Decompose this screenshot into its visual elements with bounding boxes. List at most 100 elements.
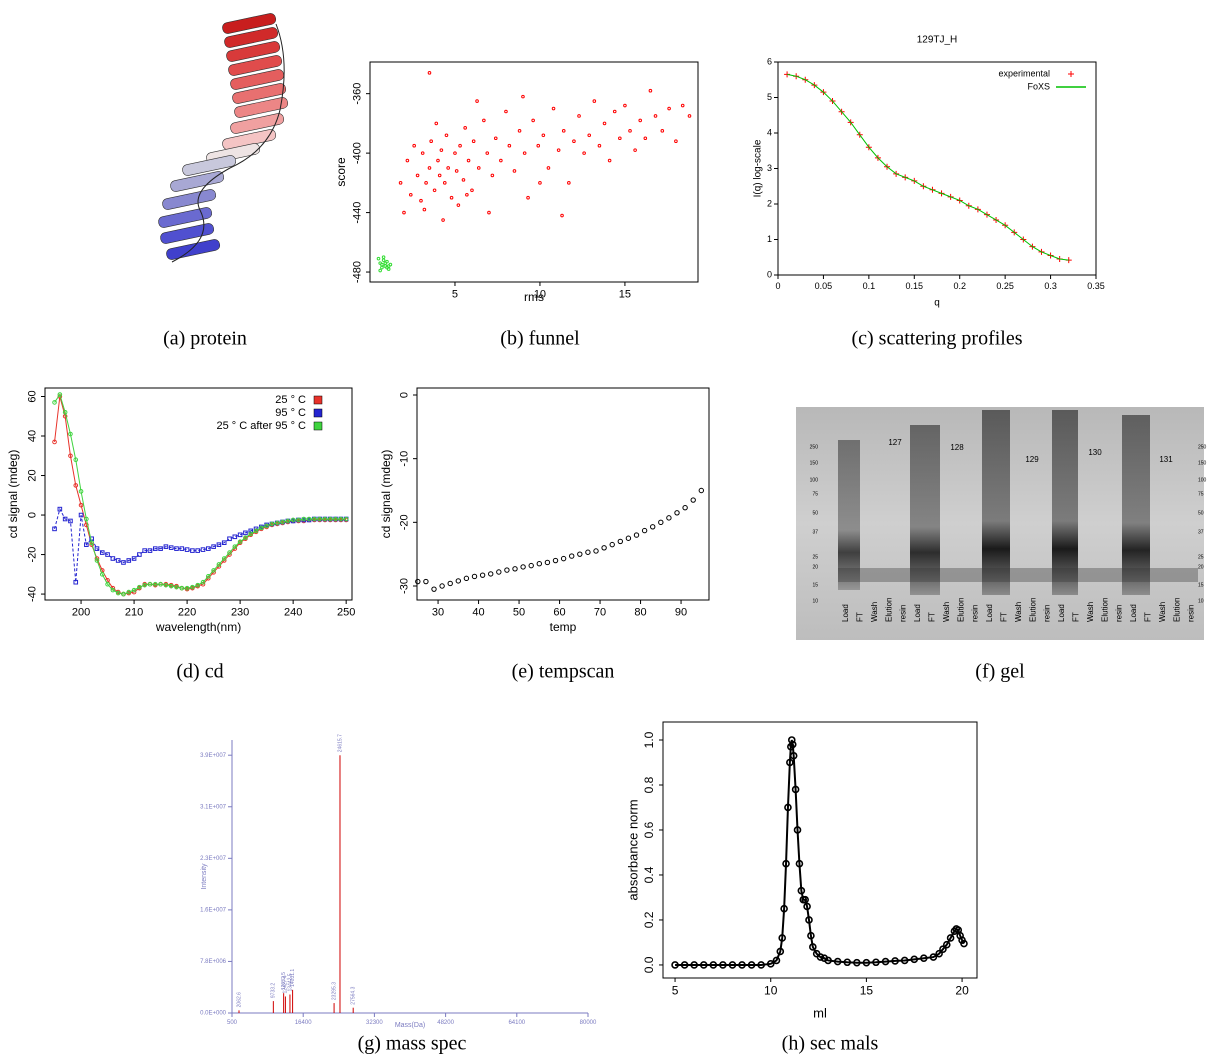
point (442, 181, 447, 185)
marker-label: 15 (812, 582, 818, 588)
point (383, 261, 388, 265)
helix (182, 155, 237, 176)
point (541, 133, 546, 138)
point (296, 517, 301, 523)
point (935, 949, 943, 958)
point (243, 530, 248, 536)
y-tick-label: 4 (767, 127, 772, 137)
point (105, 552, 110, 557)
y-tick-label: 6 (767, 56, 772, 66)
legend-label: FoXS (1027, 81, 1050, 91)
point (78, 512, 84, 518)
point (216, 542, 222, 547)
point (105, 581, 110, 587)
point (333, 516, 338, 522)
y-tick-label: 3 (767, 163, 772, 173)
helix (232, 83, 287, 104)
point (476, 166, 481, 170)
chart: 30 40 50 60 70 80 90 0 -10 -20 -30 temp cd signal (m… (379, 387, 710, 634)
x-tick-label: 5 (672, 983, 679, 997)
lane-label: Load (1129, 604, 1138, 622)
point (939, 945, 947, 954)
lane-label: Load (985, 604, 994, 622)
point (264, 523, 269, 529)
point (142, 582, 147, 588)
point (728, 961, 737, 969)
point (680, 961, 689, 969)
point (872, 958, 880, 967)
point (526, 195, 530, 200)
point (793, 826, 802, 834)
point (560, 555, 567, 562)
y-tick-label: -10 (398, 451, 410, 467)
plot-frame (369, 61, 699, 283)
point (617, 538, 624, 545)
peak-label: 12032.5 (281, 972, 287, 990)
point (237, 532, 243, 538)
y-axis-label: I(q) log-scale (753, 139, 764, 197)
x-tick-label: 30 (432, 607, 444, 619)
point (709, 961, 718, 969)
point (682, 504, 688, 511)
point (168, 545, 174, 550)
lane-label: resin (1115, 605, 1124, 622)
point (78, 489, 84, 494)
point (650, 524, 656, 530)
point (674, 139, 678, 144)
y-tick-label: 1.6E+007 (200, 907, 227, 913)
point (609, 541, 615, 548)
point (786, 758, 794, 767)
point (78, 502, 84, 508)
point (52, 439, 57, 445)
point (147, 548, 153, 553)
point (546, 166, 551, 170)
plot-frame (44, 387, 353, 601)
point (490, 173, 495, 178)
point (158, 581, 163, 587)
point (910, 955, 919, 964)
helix (160, 223, 215, 244)
point (618, 136, 622, 141)
point (190, 584, 195, 590)
caption: (f) gel (975, 661, 1025, 683)
point (660, 129, 665, 133)
peak-label: 23295.3 (331, 982, 337, 1000)
y-tick-label: 20 (26, 469, 38, 481)
x-tick-label: 0 (775, 281, 780, 291)
point (561, 129, 566, 133)
point (216, 562, 222, 567)
point (434, 121, 439, 126)
helix (230, 69, 285, 90)
point (782, 859, 790, 868)
point (415, 578, 421, 585)
marker-label: 250 (1198, 444, 1207, 450)
point (427, 166, 432, 170)
point (206, 546, 211, 551)
point (99, 572, 105, 577)
point (577, 114, 581, 118)
x-tick-label: 500 (227, 1020, 238, 1026)
y-tick-label: 5 (767, 92, 772, 102)
point (439, 583, 445, 589)
series-line (54, 507, 347, 583)
x-tick-label: 80 (634, 607, 646, 619)
point (569, 553, 575, 559)
point (94, 546, 100, 551)
point (405, 158, 410, 163)
x-tick-label: 0.1 (863, 281, 876, 291)
peak-label: 14031.1 (290, 969, 296, 987)
x-axis-label: temp (550, 620, 577, 634)
point (427, 71, 432, 75)
loop (171, 23, 285, 263)
marker-label: 37 (812, 529, 818, 535)
point (343, 516, 349, 522)
point (772, 956, 781, 965)
lane-label: Elution (1172, 598, 1181, 622)
point (465, 192, 469, 197)
point (110, 556, 116, 561)
point (376, 256, 381, 261)
point (424, 181, 428, 185)
marker-label: 50 (812, 510, 818, 516)
point (420, 151, 425, 155)
